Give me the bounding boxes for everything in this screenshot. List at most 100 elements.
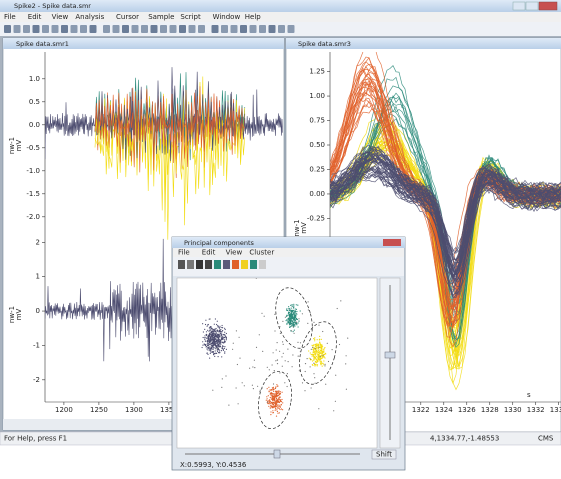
cluster-point	[269, 396, 271, 399]
cluster-point	[249, 367, 251, 369]
dialog-tool[interactable]	[250, 260, 257, 269]
horizontal-thumb[interactable]	[273, 449, 281, 459]
cluster-point	[222, 345, 224, 347]
cluster-point	[224, 351, 226, 353]
dialog-menu-item[interactable]: Edit	[202, 249, 216, 257]
cluster-point	[276, 410, 278, 413]
cluster-point	[277, 407, 279, 409]
dialog-menu-item[interactable]: File	[178, 249, 190, 257]
dialog-tool[interactable]	[214, 260, 221, 269]
cluster-point	[314, 348, 316, 350]
toolbar-button[interactable]	[160, 25, 167, 33]
toolbar-button[interactable]	[122, 25, 129, 33]
dialog-menu-item[interactable]: View	[226, 249, 243, 257]
slider-thumb[interactable]	[384, 351, 396, 359]
menu-item[interactable]: Script	[180, 13, 201, 21]
cluster-point	[225, 348, 227, 350]
toolbar-button[interactable]	[179, 25, 186, 33]
cluster-point	[289, 316, 292, 318]
menu-item[interactable]: Edit	[28, 13, 42, 21]
shift-button-label: Shift	[376, 451, 392, 459]
toolbar-button[interactable]	[169, 25, 177, 33]
toolbar-button[interactable]	[211, 25, 219, 33]
dialog-tool[interactable]	[187, 260, 194, 269]
cluster-point	[291, 315, 293, 318]
cluster-point	[290, 330, 293, 332]
minimize[interactable]	[512, 1, 526, 11]
toolbar-button[interactable]	[23, 25, 30, 33]
toolbar-button[interactable]	[51, 25, 59, 33]
toolbar-button[interactable]	[240, 25, 247, 33]
toolbar-button[interactable]	[141, 25, 148, 33]
dialog-tool[interactable]	[232, 260, 239, 269]
cluster-point	[318, 356, 320, 359]
toolbar-button[interactable]	[4, 25, 11, 33]
toolbar-button[interactable]	[61, 25, 68, 33]
toolbar-button[interactable]	[230, 25, 238, 33]
toolbar-button[interactable]	[221, 25, 228, 33]
toolbar-button[interactable]	[112, 25, 120, 33]
toolbar-button[interactable]	[278, 25, 285, 33]
menu-item[interactable]: Analysis	[75, 13, 104, 21]
menu-item[interactable]: View	[52, 13, 69, 21]
cluster-point	[304, 370, 306, 373]
menu-item[interactable]: Sample	[148, 13, 174, 21]
toolbar-button[interactable]	[249, 25, 257, 33]
dialog-menu-item[interactable]: Cluster	[249, 249, 274, 257]
left-scrollbar[interactable]	[3, 419, 284, 430]
cluster-point	[320, 347, 322, 349]
cluster-point	[276, 359, 278, 361]
cluster-point	[317, 343, 319, 345]
toolbar-button[interactable]	[13, 25, 21, 33]
cluster-point	[218, 334, 220, 336]
menu-item[interactable]: Window	[213, 13, 241, 21]
toolbar-button[interactable]	[70, 25, 78, 33]
menu-item[interactable]: Cursor	[116, 13, 139, 21]
dialog-tool[interactable]	[223, 260, 230, 269]
toolbar-button[interactable]	[198, 25, 205, 33]
toolbar-button[interactable]	[42, 25, 49, 33]
cluster-point	[216, 332, 218, 334]
cluster-point	[338, 343, 341, 346]
cluster-point	[211, 327, 213, 330]
dialog-tool[interactable]	[259, 260, 266, 269]
toolbar-button[interactable]	[80, 25, 87, 33]
shift-button[interactable]	[371, 449, 397, 460]
dialog-tool[interactable]	[205, 260, 212, 269]
cluster-point	[275, 405, 277, 407]
cluster-point	[216, 330, 218, 332]
cluster-point	[322, 363, 324, 365]
cluster-point	[293, 314, 295, 317]
toolbar-button[interactable]	[268, 25, 276, 33]
toolbar-button[interactable]	[188, 25, 196, 33]
cluster-point	[213, 329, 215, 331]
dialog-tool[interactable]	[241, 260, 248, 269]
maximize[interactable]	[525, 1, 539, 11]
menu-item[interactable]: Help	[245, 13, 262, 21]
cluster-point	[209, 326, 211, 328]
cluster-point	[205, 343, 207, 346]
cluster-point	[270, 393, 272, 395]
cluster-point	[214, 355, 216, 357]
dialog-tool[interactable]	[178, 260, 185, 269]
cluster-point	[217, 345, 219, 347]
close[interactable]	[538, 1, 558, 11]
toolbar-button[interactable]	[131, 25, 139, 33]
toolbar-button[interactable]	[287, 25, 295, 33]
cluster-point	[282, 341, 284, 343]
cluster-point	[274, 406, 276, 408]
toolbar-button[interactable]	[259, 25, 266, 33]
cluster-point	[290, 323, 292, 325]
toolbar-button[interactable]	[103, 25, 110, 33]
cluster-point	[205, 340, 207, 342]
cluster-point	[221, 334, 223, 336]
menu-item[interactable]: File	[4, 13, 16, 21]
cluster-point	[334, 400, 336, 402]
dialog-tool[interactable]	[196, 260, 203, 269]
toolbar-button[interactable]	[150, 25, 158, 33]
toolbar-button[interactable]	[89, 25, 97, 33]
dialog-close[interactable]	[383, 239, 401, 246]
toolbar-button[interactable]	[32, 25, 40, 33]
cluster-point	[316, 346, 318, 348]
